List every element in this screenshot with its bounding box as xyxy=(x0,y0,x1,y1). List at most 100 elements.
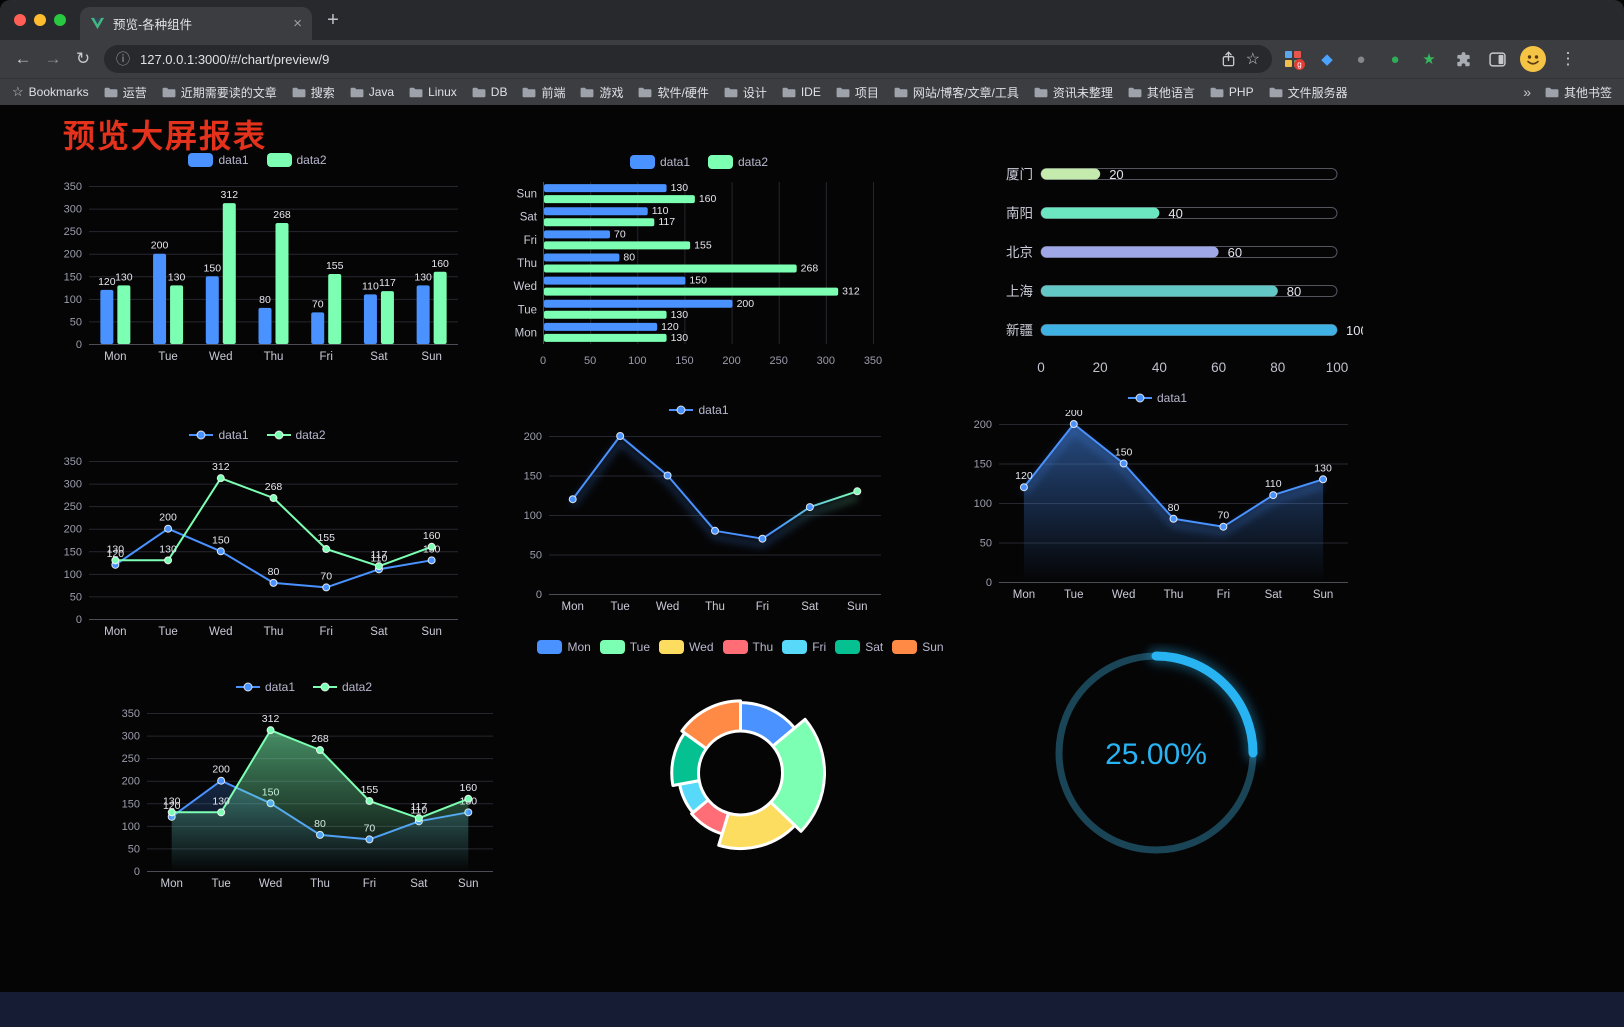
puzzle-extensions-icon[interactable] xyxy=(1452,48,1474,70)
bookmark-folder-17[interactable]: 文件服务器 xyxy=(1269,84,1348,101)
legend-line-marker xyxy=(669,405,694,415)
svg-text:0: 0 xyxy=(540,355,546,367)
svg-text:150: 150 xyxy=(204,262,222,274)
svg-text:Wed: Wed xyxy=(209,626,232,638)
legend-item-data1[interactable]: data1 xyxy=(669,403,729,417)
bookmarks-overflow-chevron[interactable]: » xyxy=(1523,84,1531,100)
svg-text:130: 130 xyxy=(414,271,432,283)
svg-text:110: 110 xyxy=(362,280,379,292)
bookmark-folder-14[interactable]: 资讯未整理 xyxy=(1034,84,1113,101)
legend-label: data1 xyxy=(698,403,729,417)
zoom-window-button[interactable] xyxy=(54,14,66,26)
folder-icon xyxy=(724,87,738,97)
svg-text:0: 0 xyxy=(986,577,992,589)
legend-item-Thu[interactable]: Thu xyxy=(722,640,773,654)
svg-text:350: 350 xyxy=(64,456,82,468)
svg-text:60: 60 xyxy=(1211,360,1226,375)
bar-horizontal-legend: data1 data2 xyxy=(505,150,893,174)
other-bookmarks-folder[interactable]: 其他书签 xyxy=(1545,84,1612,101)
legend-item-data2[interactable]: data2 xyxy=(266,153,327,167)
address-bar[interactable]: ⓘ 127.0.0.1:3000/#/chart/preview/9 ☆ xyxy=(104,45,1272,73)
bookmark-folder-5[interactable]: Linux xyxy=(409,85,457,99)
legend-swatch xyxy=(659,640,685,654)
legend-item-Mon[interactable]: Mon xyxy=(537,640,591,654)
gray-circle-extension-icon[interactable]: ● xyxy=(1356,50,1366,68)
back-button[interactable]: ← xyxy=(14,49,32,68)
bookmark-folder-4[interactable]: Java xyxy=(350,85,394,99)
new-tab-button[interactable]: + xyxy=(327,8,339,31)
legend-item-data1[interactable]: data1 xyxy=(189,428,249,442)
svg-text:60: 60 xyxy=(1228,245,1242,260)
minimize-window-button[interactable] xyxy=(34,14,46,26)
legend-label: Mon xyxy=(567,640,591,654)
tab-close-icon[interactable]: × xyxy=(293,15,302,32)
legend-item-Sun[interactable]: Sun xyxy=(892,640,944,654)
legend-line-marker xyxy=(313,682,337,692)
bookmark-folder-6[interactable]: DB xyxy=(472,85,507,99)
legend-item-data1[interactable]: data1 xyxy=(1127,391,1187,405)
bookmark-folder-10[interactable]: 设计 xyxy=(724,84,767,101)
green-circle-extension-icon[interactable]: ● xyxy=(1390,50,1400,68)
bookmark-folder-13[interactable]: 网站/博客/文章/工具 xyxy=(894,84,1019,101)
bookmark-folder-15[interactable]: 其他语言 xyxy=(1128,84,1195,101)
svg-text:Thu: Thu xyxy=(705,601,725,613)
reload-button[interactable]: ↻ xyxy=(75,49,91,68)
bookmark-star-icon[interactable]: ☆ xyxy=(1245,51,1260,68)
bookmark-item-bookmarks[interactable]: ☆ Bookmarks xyxy=(12,84,89,100)
legend-item-data1[interactable]: data1 xyxy=(629,155,690,169)
legend-item-Fri[interactable]: Fri xyxy=(782,640,826,654)
legend-item-data2[interactable]: data2 xyxy=(313,680,372,694)
bookmark-folder-1[interactable]: 运营 xyxy=(104,84,147,101)
legend-item-data1[interactable]: data1 xyxy=(235,680,295,694)
browser-tab[interactable]: 预览-各种组件 × xyxy=(80,7,312,40)
kite-extension-icon[interactable]: ◆ xyxy=(1321,51,1333,68)
site-info-icon[interactable]: ⓘ xyxy=(116,51,130,67)
share-icon[interactable] xyxy=(1221,50,1236,68)
svg-text:100: 100 xyxy=(64,569,82,581)
legend-swatch xyxy=(537,640,563,654)
forward-button[interactable]: → xyxy=(44,49,62,68)
svg-text:150: 150 xyxy=(122,798,140,810)
bookmark-folder-16[interactable]: PHP xyxy=(1210,85,1254,99)
legend-item-data2[interactable]: data2 xyxy=(266,428,326,442)
bookmark-folder-8[interactable]: 游戏 xyxy=(580,84,623,101)
svg-text:25.00%: 25.00% xyxy=(1105,738,1207,771)
legend-item-data1[interactable]: data1 xyxy=(188,153,249,167)
legend-item-Tue[interactable]: Tue xyxy=(599,640,650,654)
legend-item-Sat[interactable]: Sat xyxy=(835,640,883,654)
bookmark-folder-12[interactable]: 项目 xyxy=(836,84,879,101)
folder-icon xyxy=(836,87,850,97)
bookmark-folder-7[interactable]: 前端 xyxy=(522,84,565,101)
svg-text:200: 200 xyxy=(1065,410,1083,419)
tab-title: 预览-各种组件 xyxy=(113,18,193,32)
bookmark-folder-9[interactable]: 软件/硬件 xyxy=(638,84,709,101)
bookmark-folder-2[interactable]: 近期需要读的文章 xyxy=(162,84,277,101)
pixel-grid-extension-icon[interactable]: g xyxy=(1282,48,1305,70)
svg-text:100: 100 xyxy=(1346,323,1363,338)
folder-icon xyxy=(1545,87,1559,97)
svg-text:80: 80 xyxy=(1287,284,1301,299)
menu-dots-icon[interactable]: ⋮ xyxy=(1559,49,1577,68)
svg-text:130: 130 xyxy=(168,271,186,283)
bookmark-folder-3[interactable]: 搜索 xyxy=(292,84,335,101)
folder-icon xyxy=(104,87,118,97)
svg-text:Sat: Sat xyxy=(410,878,428,890)
bookmark-label: 项目 xyxy=(854,85,879,100)
green-star-extension-icon[interactable]: ★ xyxy=(1422,51,1436,68)
svg-text:南阳: 南阳 xyxy=(1006,206,1033,221)
svg-text:200: 200 xyxy=(722,355,740,367)
legend-item-Wed[interactable]: Wed xyxy=(659,640,714,654)
svg-text:Sat: Sat xyxy=(370,351,388,363)
side-panel-icon[interactable] xyxy=(1486,48,1508,70)
legend-item-data2[interactable]: data2 xyxy=(708,155,768,169)
svg-text:130: 130 xyxy=(671,182,689,194)
profile-avatar[interactable] xyxy=(1520,46,1546,72)
pie-rose-legend: Mon Tue Wed Thu Fri Sat Sun xyxy=(537,635,944,659)
bookmark-folder-11[interactable]: IDE xyxy=(782,85,821,99)
svg-text:Sun: Sun xyxy=(517,189,537,201)
close-window-button[interactable] xyxy=(14,14,26,26)
bookmark-label: 前端 xyxy=(541,85,566,100)
pixel-grid-icon: g xyxy=(1285,51,1305,70)
chart-bar-horizontal: data1 data2 0 50 100 150 200 250 300 350 Mon Tue Wed… xyxy=(505,150,893,370)
svg-text:155: 155 xyxy=(317,532,335,544)
